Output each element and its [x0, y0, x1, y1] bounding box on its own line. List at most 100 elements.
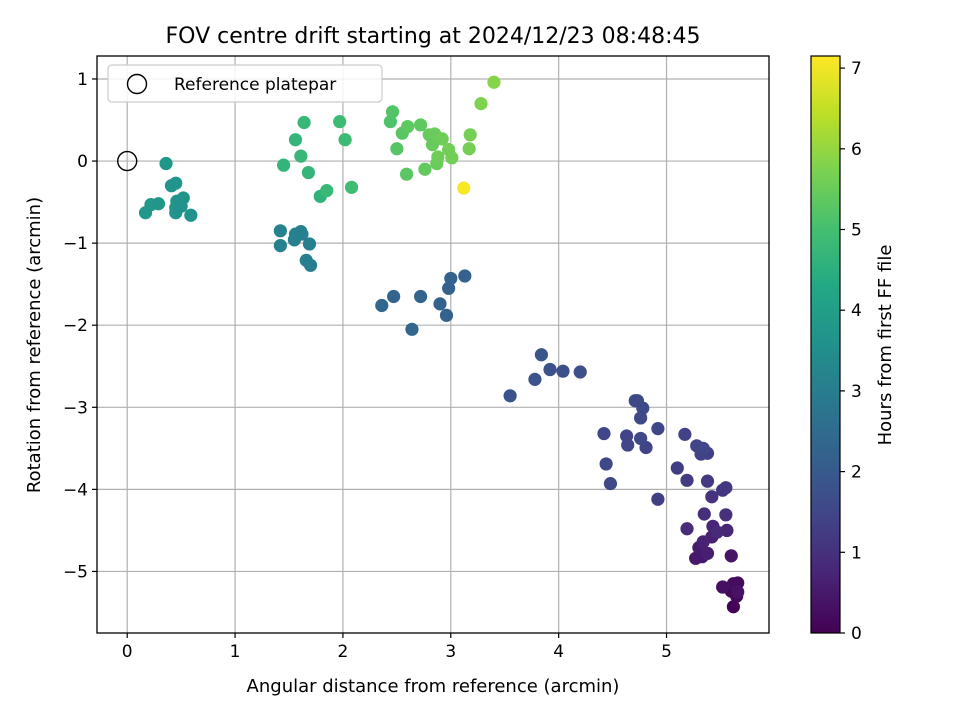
y-axis-ticks: 1 0 −1 −2 −3 −4 −5 — [63, 70, 97, 582]
data-point — [705, 490, 719, 504]
data-point — [680, 522, 694, 536]
data-point — [294, 149, 308, 163]
data-point — [333, 115, 347, 129]
reference-marker — [117, 150, 138, 172]
x-tick-label: 5 — [661, 642, 672, 662]
colorbar-tick-label: 6 — [851, 140, 862, 160]
colorbar-tick-label: 0 — [851, 624, 862, 644]
data-point — [413, 118, 428, 132]
colorbar-label: Hours from first FF file — [875, 245, 896, 446]
colorbar-tick-label: 1 — [851, 543, 862, 563]
data-point — [731, 585, 745, 599]
y-axis-label: Rotation from reference (arcmin) — [24, 197, 45, 493]
plot-frame — [96, 55, 770, 634]
data-point — [534, 348, 549, 362]
data-point — [297, 115, 311, 130]
data-point — [726, 600, 741, 614]
data-point — [413, 289, 428, 304]
data-point — [680, 473, 694, 487]
data-point — [390, 142, 404, 156]
data-point — [431, 150, 445, 164]
data-point — [303, 258, 318, 272]
colorbar-tick-label: 2 — [851, 463, 862, 483]
x-tick-label: 0 — [122, 642, 133, 662]
colorbar-tick-label: 4 — [851, 301, 862, 321]
x-tick-label: 2 — [338, 642, 349, 662]
data-point — [599, 457, 613, 471]
y-tick-label: −5 — [63, 562, 88, 582]
y-tick-label: −1 — [63, 234, 88, 254]
colorbar-tick-label: 5 — [851, 221, 862, 241]
legend-box — [107, 64, 383, 103]
data-point — [603, 477, 618, 491]
data-point — [273, 238, 287, 253]
chart-title: FOV centre drift starting at 2024/12/23 … — [166, 24, 701, 49]
data-point — [528, 372, 542, 386]
colorbar-ticks: 0 1 2 3 4 5 6 7 — [840, 59, 862, 644]
data-point — [375, 298, 389, 313]
x-tick-label: 1 — [230, 642, 241, 662]
data-point — [401, 119, 415, 134]
data-point — [425, 138, 440, 152]
data-point — [634, 431, 648, 446]
reference-platepar-marker — [117, 150, 138, 172]
data-point — [651, 422, 665, 436]
y-tick-label: −3 — [63, 398, 88, 418]
y-tick-label: 1 — [77, 70, 88, 90]
data-points — [138, 75, 745, 614]
data-point — [700, 474, 715, 488]
data-point — [433, 297, 447, 311]
data-point — [696, 441, 710, 455]
data-point — [295, 227, 309, 241]
data-point — [487, 75, 501, 89]
data-point — [385, 105, 400, 119]
data-point — [442, 281, 456, 295]
colorbar-tick-label: 7 — [851, 59, 862, 79]
data-point — [399, 167, 414, 181]
data-point — [634, 411, 648, 425]
data-point — [344, 180, 359, 194]
data-point — [700, 546, 715, 560]
data-point — [710, 525, 724, 539]
x-tick-label: 3 — [445, 642, 456, 662]
data-point — [719, 481, 733, 495]
data-point — [597, 426, 611, 441]
data-point — [689, 551, 703, 565]
data-point — [387, 289, 401, 304]
data-point — [418, 162, 432, 176]
data-point — [543, 362, 557, 377]
data-point — [383, 115, 397, 129]
data-point — [320, 184, 334, 198]
y-tick-label: −2 — [63, 316, 88, 336]
x-axis-ticks: 0 1 2 3 4 5 — [122, 633, 672, 662]
data-point — [670, 461, 684, 475]
data-point — [474, 97, 488, 111]
data-point — [444, 271, 458, 286]
y-tick-label: −4 — [63, 480, 88, 500]
legend-entry-reference: Reference platepar — [174, 75, 336, 95]
colorbar-tick-label: 3 — [851, 382, 862, 402]
data-point — [457, 181, 471, 195]
legend-marker-reference — [126, 73, 148, 95]
data-point — [462, 142, 476, 156]
data-point — [273, 224, 287, 238]
data-point — [277, 158, 291, 172]
data-point — [174, 199, 188, 213]
data-point — [338, 133, 352, 147]
data-point — [556, 364, 570, 378]
data-point — [288, 133, 303, 147]
data-point — [724, 549, 738, 563]
x-tick-label: 4 — [553, 642, 564, 662]
data-point — [503, 389, 517, 403]
data-point — [458, 269, 472, 283]
grid-lines — [97, 56, 769, 633]
colorbar-gradient — [810, 55, 841, 634]
data-point — [716, 580, 730, 594]
data-point — [651, 492, 665, 506]
data-point — [696, 535, 710, 549]
data-point — [435, 132, 449, 146]
colorbar: 0 1 2 3 4 5 6 7 Hours from first FF file — [810, 55, 896, 644]
data-point — [573, 365, 587, 379]
data-point — [159, 156, 173, 171]
